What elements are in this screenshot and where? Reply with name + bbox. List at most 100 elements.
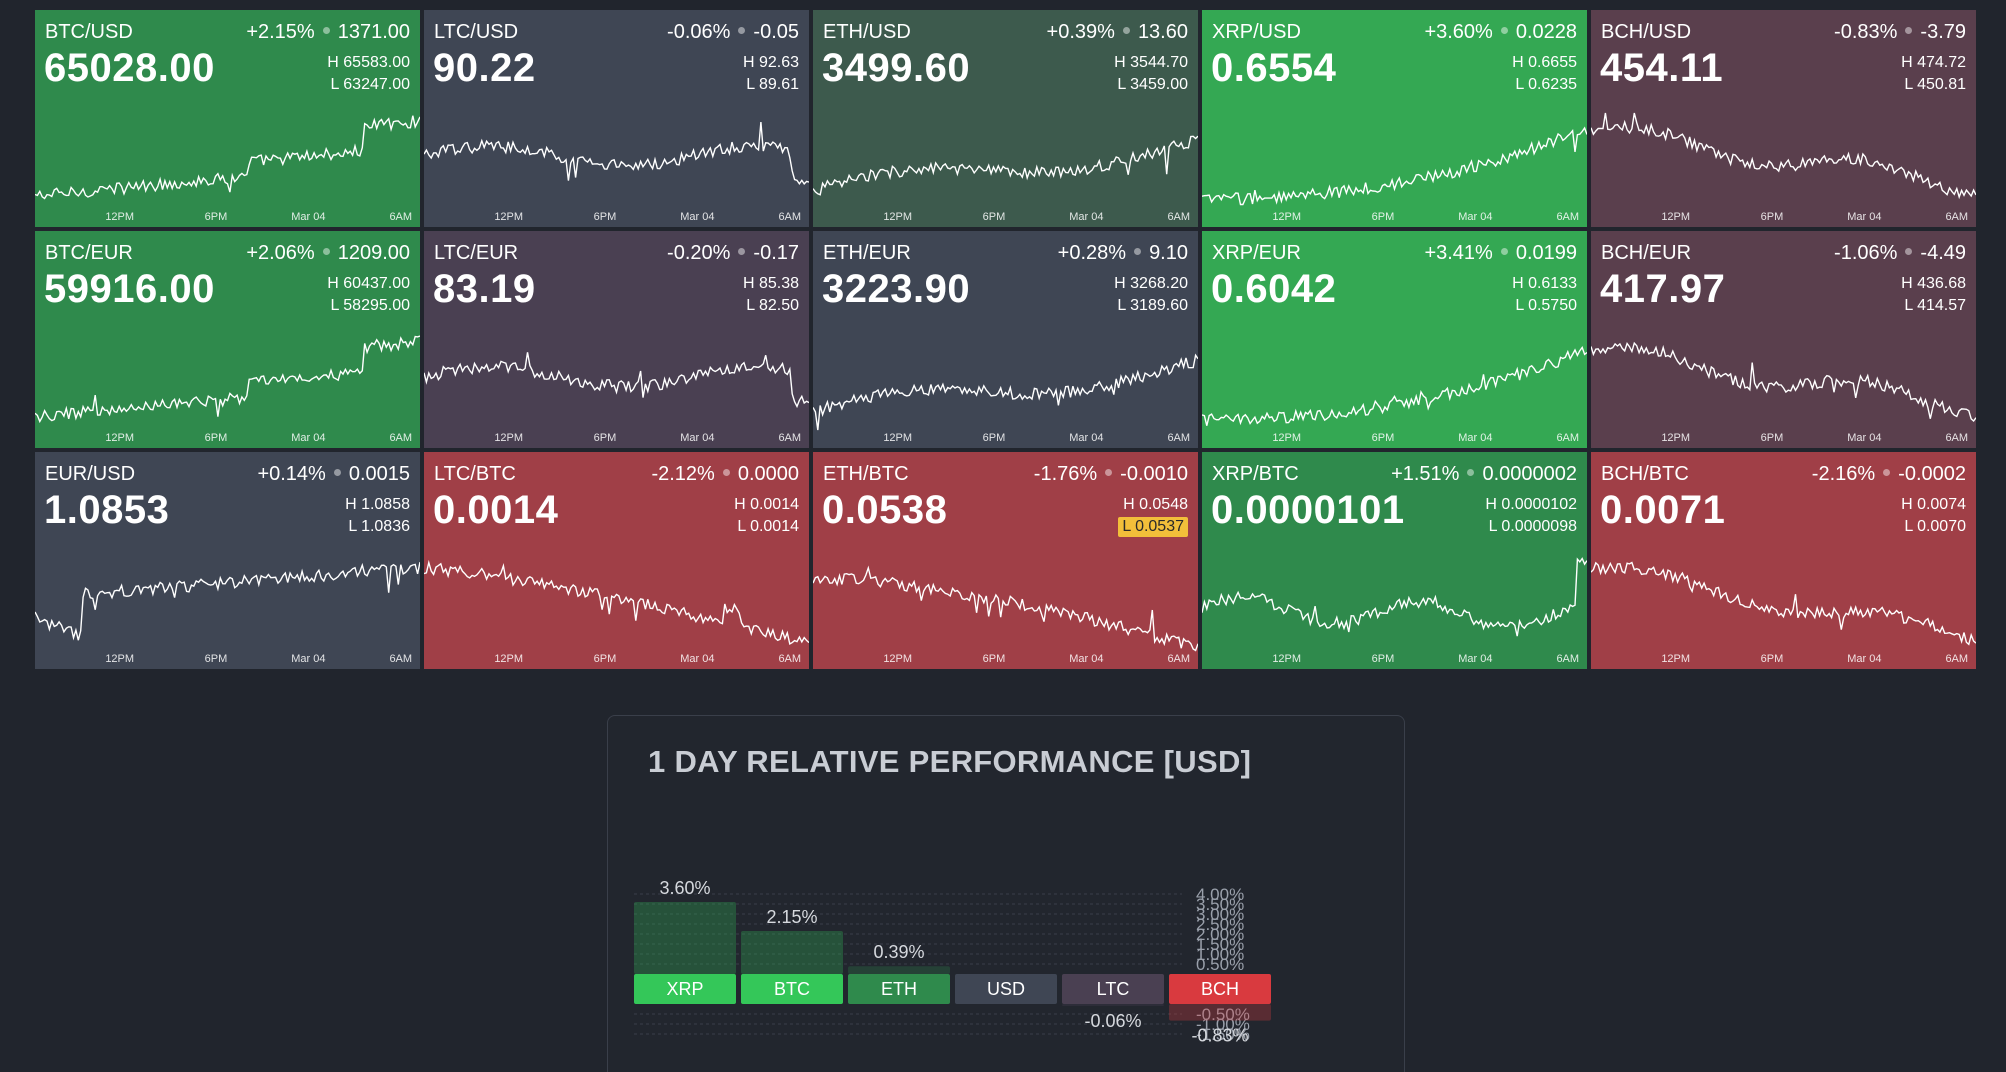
category-label: BTC <box>774 979 810 999</box>
separator-dot-icon <box>1467 469 1475 477</box>
last-price: 65028.00 <box>44 46 215 90</box>
change-percent: +0.28% <box>1057 242 1127 264</box>
ticker-tile-eth-usd[interactable]: ETH/USD +0.39% 13.60 3499.60 H 3544.70 L 3459… <box>813 10 1198 227</box>
ticker-tile-eur-usd[interactable]: EUR/USD +0.14% 0.0015 1.0853 H 1.0858 L 1.083… <box>35 452 420 669</box>
bar-value-label: 3.60% <box>659 878 710 898</box>
separator-dot-icon <box>333 469 341 477</box>
ticker-tile-eth-eur[interactable]: ETH/EUR +0.28% 9.10 3223.90 H 3268.20 L 3189.… <box>813 231 1198 448</box>
ticker-tile-ltc-usd[interactable]: LTC/USD -0.06% -0.05 90.22 H 92.63 L 89.61 12P… <box>424 10 809 227</box>
sparkline-chart <box>1202 557 1587 637</box>
change-percent: +1.51% <box>1391 463 1460 485</box>
change-absolute: 0.0228 <box>1515 21 1577 43</box>
ticker-tile-bch-usd[interactable]: BCH/USD -0.83% -3.79 454.11 H 474.72 L 450.81… <box>1591 10 1976 227</box>
time-axis: 12PM 6PM Mar 04 6AM <box>35 432 420 446</box>
day-low: L 0.0537 <box>1118 517 1188 537</box>
ticker-tile-bch-btc[interactable]: BCH/BTC -2.16% -0.0002 0.0071 H 0.0074 L 0.00… <box>1591 452 1976 669</box>
pair-label: ETH/USD <box>823 21 911 43</box>
day-low: L 3189.60 <box>1117 297 1188 314</box>
sparkline-chart <box>813 353 1198 431</box>
ticker-tile-xrp-btc[interactable]: XRP/BTC +1.51% 0.0000002 0.0000101 H 0.00001… <box>1202 452 1587 669</box>
time-tick-label: 6AM <box>778 432 802 444</box>
day-high: H 3268.20 <box>1114 275 1188 292</box>
pair-label: XRP/EUR <box>1212 242 1301 264</box>
time-tick-label: 12PM <box>494 211 524 223</box>
day-low: L 0.6235 <box>1515 76 1577 93</box>
category-chip-ltc <box>1062 974 1164 1004</box>
sparkline-series <box>813 135 1198 196</box>
day-high: H 0.0000102 <box>1485 496 1577 513</box>
separator-dot-icon <box>1883 469 1891 477</box>
ticker-tile-xrp-usd[interactable]: XRP/USD +3.60% 0.0228 0.6554 H 0.6655 L 0.623… <box>1202 10 1587 227</box>
time-tick-label: 6PM <box>1371 211 1395 223</box>
time-tick-label: 12PM <box>494 432 524 444</box>
change-percent: +3.60% <box>1424 21 1493 43</box>
sparkline-series <box>813 565 1198 652</box>
sparkline-chart <box>1591 561 1976 646</box>
time-axis: 12PM 6PM Mar 04 6AM <box>1591 432 1976 446</box>
bar-btc <box>741 931 843 974</box>
y-tick-label: 1.00% <box>1196 945 1244 964</box>
pair-label: LTC/EUR <box>434 242 519 264</box>
separator-dot-icon <box>322 27 330 35</box>
day-low: L 89.61 <box>746 76 799 93</box>
time-tick-label: 6AM <box>1556 432 1580 444</box>
last-price: 0.6554 <box>1211 46 1337 90</box>
sparkline-chart <box>424 559 809 645</box>
time-tick-label: 6AM <box>1167 432 1191 444</box>
separator-dot-icon <box>722 469 730 477</box>
y-tick-label: 3.50% <box>1196 895 1244 914</box>
ticker-tile-bch-eur[interactable]: BCH/EUR -1.06% -4.49 417.97 H 436.68 L 414.57… <box>1591 231 1976 448</box>
bar-xrp <box>634 902 736 974</box>
change-absolute: -0.05 <box>753 21 799 43</box>
time-tick-label: 12PM <box>105 211 135 223</box>
time-tick-label: 6PM <box>204 653 228 665</box>
change-percent: -1.76% <box>1033 463 1098 485</box>
change-absolute: 1209.00 <box>337 242 410 264</box>
sparkline-series <box>1202 557 1587 637</box>
time-tick-label: 12PM <box>1272 432 1302 444</box>
ticker-tile-btc-eur[interactable]: BTC/EUR +2.06% 1209.00 59916.00 H 60437.00 L … <box>35 231 420 448</box>
ticker-tile-eth-btc[interactable]: ETH/BTC -1.76% -0.0010 0.0538 H 0.0548 L 0.05… <box>813 452 1198 669</box>
change-percent: -0.20% <box>667 242 731 264</box>
time-tick-label: 12PM <box>1661 432 1691 444</box>
pair-label: BCH/USD <box>1601 21 1692 43</box>
time-tick-label: 6AM <box>1945 211 1969 223</box>
last-price: 454.11 <box>1600 46 1724 90</box>
change-readout: +2.15% 1371.00 <box>246 21 410 44</box>
change-percent: +2.06% <box>246 242 315 264</box>
change-readout: +1.51% 0.0000002 <box>1391 463 1577 486</box>
time-tick-label: Mar 04 <box>291 432 326 444</box>
sparkline-chart <box>1202 346 1587 426</box>
bar-value-label: -0.83% <box>1191 1026 1248 1046</box>
ticker-tile-btc-usd[interactable]: BTC/USD +2.15% 1371.00 65028.00 H 65583.00 L … <box>35 10 420 227</box>
ticker-tile-ltc-btc[interactable]: LTC/BTC -2.12% 0.0000 0.0014 H 0.0014 L 0.001… <box>424 452 809 669</box>
ticker-tile-ltc-eur[interactable]: LTC/EUR -0.20% -0.17 83.19 H 85.38 L 82.50 12P… <box>424 231 809 448</box>
change-absolute: -0.0002 <box>1898 463 1966 485</box>
pair-label: LTC/USD <box>434 21 519 43</box>
change-absolute: 0.0000002 <box>1482 463 1577 485</box>
time-tick-label: 6PM <box>1760 211 1784 223</box>
time-tick-label: 12PM <box>883 211 913 223</box>
category-label: LTC <box>1097 979 1130 999</box>
ticker-tile-xrp-eur[interactable]: XRP/EUR +3.41% 0.0199 0.6042 H 0.6133 L 0.575… <box>1202 231 1587 448</box>
change-absolute: -0.17 <box>753 242 799 264</box>
sparkline-series <box>1202 126 1587 206</box>
last-price: 83.19 <box>433 267 536 311</box>
change-absolute: 0.0015 <box>348 463 410 485</box>
time-axis: 12PM 6PM Mar 04 6AM <box>1591 653 1976 667</box>
time-tick-label: 12PM <box>105 653 135 665</box>
day-low: L 63247.00 <box>330 76 410 93</box>
time-tick-label: Mar 04 <box>680 653 715 665</box>
day-high: H 0.0074 <box>1901 496 1966 513</box>
sparkline-chart <box>813 135 1198 196</box>
bar-value-label: 2.15% <box>766 907 817 927</box>
day-high: H 92.63 <box>742 54 799 71</box>
bar-value-label: -0.06% <box>1084 1011 1141 1031</box>
day-high: H 3544.70 <box>1114 54 1188 71</box>
separator-dot-icon <box>1105 469 1113 477</box>
time-tick-label: 6PM <box>982 653 1006 665</box>
time-axis: 12PM 6PM Mar 04 6AM <box>1202 211 1587 225</box>
category-chip-eth <box>848 974 950 1004</box>
change-readout: -0.83% -3.79 <box>1834 21 1966 44</box>
pair-label: XRP/BTC <box>1212 463 1299 485</box>
